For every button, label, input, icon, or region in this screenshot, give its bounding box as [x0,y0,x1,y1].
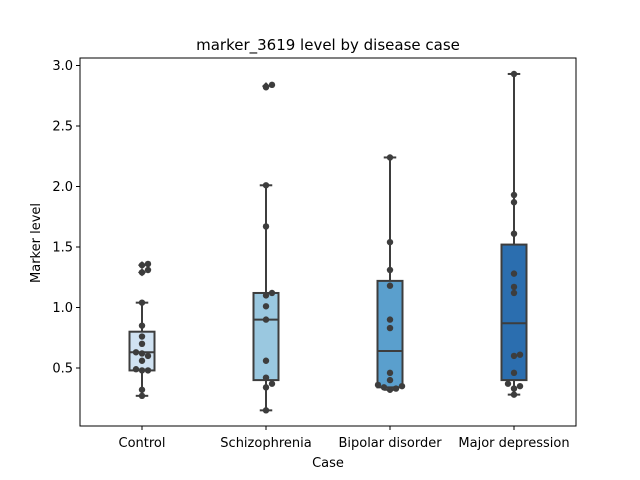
data-point [510,270,518,277]
data-point [138,350,146,357]
box [500,243,528,382]
data-point [262,84,270,91]
data-point [138,386,146,393]
data-point [144,367,152,374]
x-axis-label: Case [312,456,344,471]
data-point [380,384,388,391]
data-point [386,316,394,323]
x-tick-label: Bipolar disorder [338,436,442,451]
data-point [268,81,276,89]
data-point [138,367,146,374]
data-point [510,70,518,78]
data-point [262,292,270,299]
data-point [386,238,394,246]
data-point [510,369,518,377]
data-point [138,357,146,364]
data-point [510,391,518,398]
data-point [510,199,518,206]
data-point [374,381,382,389]
data-point [138,340,146,347]
data-point [510,385,518,392]
data-point [138,261,146,269]
data-point [262,182,270,189]
box [376,279,404,389]
data-point [510,352,518,360]
data-point [386,376,394,384]
data-point [262,303,270,310]
data-point [262,407,270,414]
data-point [138,322,146,329]
y-tick-label: 3.0 [52,59,73,74]
data-point [268,289,276,297]
data-point [262,357,270,364]
data-point [144,260,152,268]
data-point [386,386,394,393]
data-point [386,154,394,161]
data-point [386,266,394,274]
data-point [510,283,518,291]
data-point [144,266,152,274]
x-tick-label: Schizophrenia [220,436,311,451]
y-tick-label: 2.5 [52,120,73,135]
data-point [510,230,518,237]
data-point [386,369,394,377]
data-point [262,316,270,323]
data-point [132,366,140,373]
x-tick-label: Control [119,436,166,451]
y-tick-label: 2.0 [52,180,73,195]
data-point [510,191,518,199]
y-tick-label: 0.5 [52,362,73,377]
data-point [138,299,146,306]
data-point [516,382,524,390]
data-point [504,380,512,387]
data-point [386,324,394,332]
y-axis-label: Marker level [29,203,44,283]
data-point [144,352,152,360]
x-tick-label: Major depression [458,436,569,451]
data-point [138,333,146,340]
data-point [262,374,270,381]
data-point [392,385,400,392]
data-point [262,223,270,230]
y-tick-label: 1.0 [52,301,73,316]
plot-frame [79,57,577,427]
data-point [132,349,140,356]
data-point [268,380,276,387]
data-point [386,282,394,289]
y-tick-label: 1.5 [52,241,73,256]
data-point [398,382,406,390]
chart-title: marker_3619 level by disease case [196,36,460,55]
data-point [138,392,146,400]
data-point [516,351,524,358]
data-point [510,289,518,297]
data-point [138,269,146,276]
plot-area: 0.5 1.0 1.5 2.0 2.5 3.0 Control Schizophrenia Bi… [52,57,577,451]
data-point [262,384,270,391]
